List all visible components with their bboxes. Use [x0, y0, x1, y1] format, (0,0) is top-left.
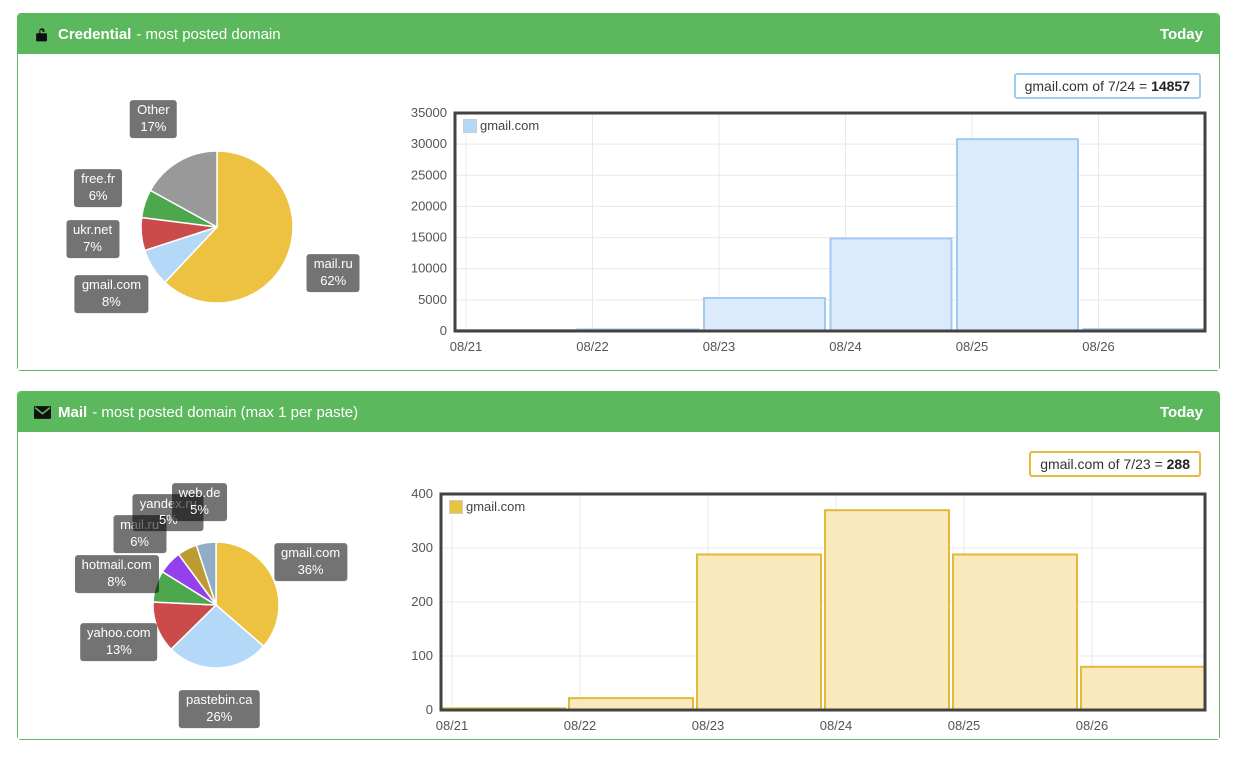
- panel-title: Credential: [58, 25, 132, 43]
- x-tick-label: 08/25: [948, 718, 981, 733]
- chart-value-tooltip: gmail.com of 7/24 = 14857: [1013, 73, 1201, 99]
- pie-slice-label: yahoo.com 13%: [80, 623, 158, 661]
- x-tick-label: 08/22: [576, 339, 609, 354]
- y-tick-label: 30000: [411, 136, 447, 151]
- chart-value-tooltip: gmail.com of 7/23 = 288: [1029, 451, 1201, 477]
- bar-08/24[interactable]: [824, 509, 950, 712]
- y-tick-label: 25000: [411, 167, 447, 182]
- plot-border: [439, 492, 1207, 712]
- panel-subtitle: - most posted domain: [136, 25, 281, 43]
- pie-slice-gmail.com[interactable]: [215, 541, 280, 648]
- y-tick-label: 35000: [411, 108, 447, 120]
- chart-legend: gmail.com: [460, 117, 543, 134]
- x-tick-label: 08/24: [829, 339, 862, 354]
- pie-slice-web.de[interactable]: [195, 541, 217, 606]
- pie-slice-label: ukr.net 7%: [66, 219, 120, 258]
- x-tick-label: 08/26: [1082, 339, 1115, 354]
- mail-pie-chart: gmail.com 36% pastebin.ca 26% yahoo.com 13% ho…: [18, 432, 438, 739]
- y-tick-label: 10000: [411, 261, 447, 276]
- pie-slice-label: mail.ru 62%: [306, 254, 360, 292]
- pie-slice-pastebin.ca[interactable]: [170, 603, 265, 669]
- x-tick-label: 08/21: [450, 339, 483, 354]
- today-badge: Today: [1159, 403, 1203, 421]
- x-tick-label: 08/26: [1076, 718, 1109, 733]
- credential-panel-header: Credential - most posted domain Today: [18, 14, 1219, 54]
- tooltip-value: 288: [1166, 456, 1190, 472]
- legend-label: gmail.com: [466, 499, 526, 514]
- legend-swatch: [463, 118, 477, 133]
- bar-08/24[interactable]: [829, 237, 953, 332]
- mail-panel-body: gmail.com of 7/23 = 288 gmail.com 36% past…: [18, 432, 1219, 739]
- pie-slice-label: gmail.com 36%: [273, 542, 348, 581]
- tooltip-text: gmail.com of 7/24 =: [1024, 78, 1152, 94]
- x-tick-label: 08/22: [564, 718, 597, 733]
- y-tick-label: 20000: [411, 198, 447, 213]
- bar-08/26[interactable]: [1080, 665, 1206, 712]
- x-tick-label: 08/21: [436, 718, 469, 733]
- envelope-icon: [34, 405, 51, 419]
- y-tick-label: 400: [411, 489, 433, 501]
- mail-bar-chart: 0 100 200 300 400 08/21 08/22 08/23 08/24 08/25 08…: [389, 486, 1214, 752]
- credential-pie-chart: mail.ru 62% gmail.com 8% ukr.net 7% free.fr 6% O…: [18, 54, 438, 370]
- y-tick-label: 15000: [411, 230, 447, 245]
- credential-bar-chart: 0 5000 10000 15000 20000 25000 30000 35000 08/21…: [403, 105, 1213, 373]
- y-tick-label: 0: [426, 702, 433, 717]
- unlock-icon: [34, 26, 51, 43]
- y-tick-label: 0: [440, 323, 447, 338]
- bar-08/22[interactable]: [568, 697, 694, 711]
- y-tick-label: 5000: [418, 292, 447, 307]
- panel-title: Mail: [58, 403, 88, 421]
- legend-label: gmail.com: [480, 118, 540, 133]
- y-tick-label: 100: [411, 648, 433, 663]
- panel-subtitle: - most posted domain (max 1 per paste): [92, 403, 359, 421]
- credential-panel: Credential - most posted domain Today gm…: [17, 13, 1220, 371]
- today-badge: Today: [1159, 25, 1203, 43]
- pie-slice-label: web.de 5%: [171, 483, 228, 522]
- pie-slice-Other[interactable]: [149, 150, 218, 229]
- bar-08/25[interactable]: [956, 138, 1079, 332]
- credential-panel-body: gmail.com of 7/24 = 14857 mail.ru 62% gmai…: [18, 54, 1219, 370]
- bar-08/25[interactable]: [952, 553, 1078, 712]
- bar-08/23[interactable]: [703, 296, 826, 332]
- pie-slice-label: gmail.com 8%: [74, 275, 149, 313]
- legend-swatch: [449, 499, 463, 514]
- y-tick-label: 200: [411, 594, 433, 609]
- chart-legend: gmail.com: [446, 498, 529, 515]
- pie-slice-label: free.fr 6%: [74, 169, 123, 208]
- pie-slice-label: hotmail.com 8%: [74, 555, 159, 593]
- bar-08/23[interactable]: [696, 553, 822, 712]
- plot-border: [453, 111, 1207, 333]
- x-tick-label: 08/25: [956, 339, 989, 354]
- y-tick-label: 300: [411, 540, 433, 555]
- x-tick-label: 08/23: [692, 718, 725, 733]
- tooltip-value: 14857: [1151, 78, 1190, 94]
- x-tick-label: 08/24: [820, 718, 853, 733]
- pie-slice-label: Other 17%: [130, 100, 177, 139]
- tooltip-text: gmail.com of 7/23 =: [1040, 456, 1167, 472]
- mail-panel: Mail - most posted domain (max 1 per pas…: [17, 391, 1220, 740]
- x-tick-label: 08/23: [703, 339, 736, 354]
- pie-slice-mail.ru[interactable]: [163, 150, 294, 304]
- pie-slice-label: pastebin.ca 26%: [179, 690, 260, 728]
- mail-panel-header: Mail - most posted domain (max 1 per pas…: [18, 392, 1219, 432]
